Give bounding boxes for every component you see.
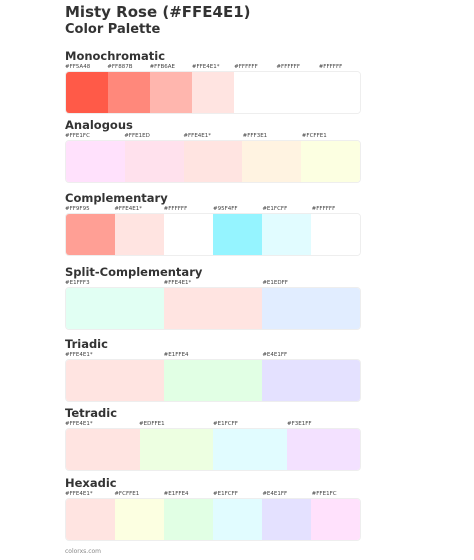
page-title: Misty Rose (#FFE4E1) bbox=[65, 3, 251, 21]
swatch-label: #E1FFF3 bbox=[65, 280, 90, 286]
swatch-label: #FFE4E1* bbox=[65, 491, 93, 497]
swatch bbox=[234, 72, 276, 113]
swatch bbox=[183, 141, 243, 182]
section-heading: Complementary bbox=[65, 191, 168, 205]
swatch-label: #FFE4E1* bbox=[191, 64, 220, 70]
swatch bbox=[213, 429, 287, 470]
swatch-label: #F3E1FF bbox=[287, 421, 312, 427]
swatch bbox=[66, 360, 164, 401]
swatch-row bbox=[65, 287, 361, 330]
swatch bbox=[164, 288, 262, 329]
swatch bbox=[66, 499, 115, 540]
section-heading: Tetradic bbox=[65, 406, 118, 420]
swatch-label: #E4E1FF bbox=[262, 491, 288, 497]
swatch-row bbox=[65, 498, 361, 541]
swatch-label: #FF9F95 bbox=[65, 206, 90, 212]
swatch-label: #FFE4E1* bbox=[65, 421, 93, 427]
swatch-row bbox=[65, 428, 361, 471]
swatch bbox=[66, 429, 140, 470]
section-heading: Hexadic bbox=[65, 476, 117, 490]
swatch bbox=[262, 288, 360, 329]
swatch bbox=[192, 72, 234, 113]
swatch-label: #FFE4E1* bbox=[183, 133, 212, 139]
swatch bbox=[276, 72, 318, 113]
swatch-row bbox=[65, 213, 361, 256]
swatch bbox=[213, 214, 262, 255]
page-subtitle: Color Palette bbox=[65, 22, 161, 37]
swatch-label: #EDFFE1 bbox=[139, 421, 165, 427]
swatch bbox=[262, 499, 311, 540]
swatch-label: #E4E1FF bbox=[262, 352, 288, 358]
swatch bbox=[164, 499, 213, 540]
section-heading: Analogous bbox=[65, 118, 133, 132]
swatch bbox=[318, 72, 360, 113]
section-heading: Monochromatic bbox=[65, 49, 166, 63]
swatch bbox=[139, 429, 213, 470]
swatch bbox=[164, 360, 262, 401]
swatch bbox=[66, 72, 108, 113]
swatch bbox=[115, 214, 164, 255]
swatch-label: #FFE1ED bbox=[124, 133, 150, 139]
swatch bbox=[262, 360, 360, 401]
swatch-label: #FFE4E1* bbox=[65, 352, 93, 358]
swatch-label: #FCFFE1 bbox=[301, 133, 327, 139]
swatch-label: #FFFFFF bbox=[276, 64, 301, 70]
swatch bbox=[286, 429, 360, 470]
swatch bbox=[262, 214, 311, 255]
swatch-label: #E1FCFF bbox=[213, 491, 238, 497]
swatch-label: #FCFFE1 bbox=[114, 491, 140, 497]
swatch bbox=[66, 214, 115, 255]
swatch-label: #FFFFFF bbox=[234, 64, 258, 70]
swatch bbox=[311, 214, 360, 255]
swatch-label: #FFE1FC bbox=[311, 491, 337, 497]
swatch-label: #FF887B bbox=[107, 64, 133, 70]
swatch bbox=[213, 499, 262, 540]
footer: colorxs.com bbox=[65, 548, 102, 555]
swatch-label: #FFFFFF bbox=[311, 206, 336, 212]
swatch bbox=[164, 214, 213, 255]
swatch-label: #FFE1FC bbox=[65, 133, 90, 139]
swatch-label: #95F4FF bbox=[213, 206, 238, 212]
swatch bbox=[115, 499, 164, 540]
swatch-row bbox=[65, 71, 361, 114]
swatch-label: #FFF3E1 bbox=[242, 133, 268, 139]
swatch bbox=[242, 141, 302, 182]
swatch bbox=[66, 141, 125, 182]
swatch-row bbox=[65, 359, 361, 402]
swatch bbox=[124, 141, 184, 182]
swatch bbox=[150, 72, 192, 113]
swatch-label: #E1FCFF bbox=[213, 421, 238, 427]
swatch-label: #FFE4E1* bbox=[163, 280, 192, 286]
swatch-row bbox=[65, 140, 361, 183]
swatch bbox=[311, 499, 360, 540]
swatch-label: #FFB6AE bbox=[149, 64, 176, 70]
swatch bbox=[66, 288, 164, 329]
swatch-label: #E1FFE4 bbox=[163, 352, 189, 358]
swatch-label: #FFFFFF bbox=[163, 206, 188, 212]
swatch bbox=[301, 141, 360, 182]
swatch bbox=[108, 72, 150, 113]
section-heading: Triadic bbox=[65, 337, 108, 351]
swatch-label: #E1FFE4 bbox=[163, 491, 189, 497]
swatch-label: #E1EDFF bbox=[262, 280, 288, 286]
swatch-label: #FFFFFF bbox=[318, 64, 343, 70]
swatch-label: #FFE4E1* bbox=[114, 206, 142, 212]
swatch-label: #FF5A48 bbox=[65, 64, 91, 70]
swatch-label: #E1FCFF bbox=[262, 206, 288, 212]
section-heading: Split-Complementary bbox=[65, 265, 203, 279]
